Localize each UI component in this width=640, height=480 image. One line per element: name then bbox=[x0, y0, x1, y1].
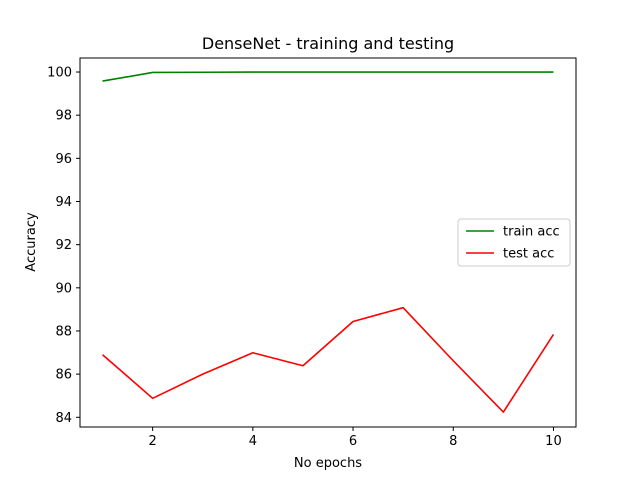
legend-label: test acc bbox=[503, 247, 554, 262]
x-tick-label: 10 bbox=[545, 434, 562, 449]
plot-area bbox=[79, 57, 577, 428]
y-tick-label: 96 bbox=[55, 152, 72, 167]
y-tick-label: 88 bbox=[55, 324, 72, 339]
y-tick-label: 94 bbox=[55, 195, 72, 210]
y-tick-label: 86 bbox=[55, 368, 72, 383]
x-axis: 2 4 6 8 10 bbox=[149, 427, 562, 449]
y-axis-label: Accuracy bbox=[24, 212, 39, 272]
series-layer bbox=[102, 71, 555, 413]
y-tick-label: 84 bbox=[55, 411, 72, 426]
axes-frame bbox=[79, 57, 577, 428]
x-tick-label: 6 bbox=[349, 434, 357, 449]
x-tick-label: 2 bbox=[149, 434, 157, 449]
y-tick-label: 100 bbox=[47, 66, 72, 81]
x-tick-label: 4 bbox=[249, 434, 257, 449]
chart-title: DenseNet - training and testing bbox=[202, 34, 454, 53]
y-tick-label: 90 bbox=[55, 281, 72, 296]
legend: train acc test acc bbox=[457, 218, 571, 267]
y-tick-label: 98 bbox=[55, 109, 72, 124]
y-tick-label: 92 bbox=[55, 238, 72, 253]
x-tick-label: 8 bbox=[449, 434, 457, 449]
series-line-train-acc bbox=[102, 71, 554, 82]
series-line-test-acc bbox=[102, 306, 555, 413]
y-axis: 84 86 88 90 92 94 96 98 100 bbox=[47, 66, 80, 426]
x-axis-label: No epochs bbox=[294, 456, 362, 471]
legend-label: train acc bbox=[503, 225, 560, 240]
